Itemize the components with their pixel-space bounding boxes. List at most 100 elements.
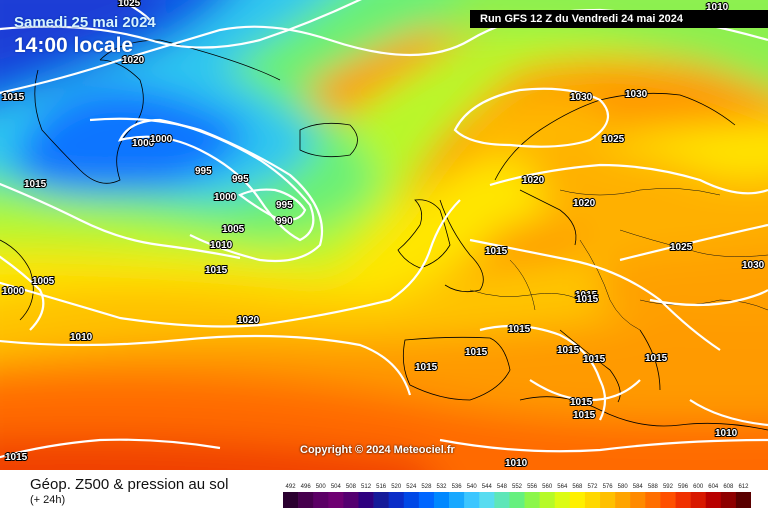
scale-label: 512 xyxy=(361,484,372,490)
isobar-label: 1020 xyxy=(122,55,145,66)
weather-map: 1025 1010 1020 1015 1030 1030 1000 1000 … xyxy=(0,0,768,470)
isobar-label: 1015 xyxy=(24,179,47,190)
scale-swatch xyxy=(283,492,299,508)
scale-swatch xyxy=(298,492,314,508)
scale-swatch xyxy=(479,492,495,508)
scale-swatch xyxy=(690,492,707,508)
scale-label: 600 xyxy=(693,484,704,490)
scale-label: 496 xyxy=(301,484,312,490)
coastlines xyxy=(0,39,768,431)
scale-swatch xyxy=(735,492,751,508)
scale-label: 552 xyxy=(512,484,523,490)
isobar-label: 1025 xyxy=(670,242,693,253)
scale-swatch xyxy=(645,492,661,508)
scale-label: 556 xyxy=(527,484,538,490)
scale-swatch xyxy=(373,492,389,508)
scale-swatch xyxy=(675,492,691,508)
scale-label: 508 xyxy=(346,484,357,490)
scale-label: 544 xyxy=(482,484,493,490)
scale-swatch xyxy=(433,492,450,508)
forecast-range: (+ 24h) xyxy=(30,494,66,506)
isobar-label: 1020 xyxy=(522,175,545,186)
scale-label: 528 xyxy=(421,484,432,490)
isobar-label: 1025 xyxy=(118,0,141,9)
isobar-label: 1015 xyxy=(583,354,606,365)
isobar-label: 1015 xyxy=(645,353,668,364)
scale-label: 596 xyxy=(678,484,689,490)
scale-label: 548 xyxy=(497,484,508,490)
isobar-label: 1000 xyxy=(214,192,237,203)
scale-swatch xyxy=(494,492,510,508)
scale-swatch xyxy=(524,492,540,508)
isobar-label: 1030 xyxy=(570,92,593,103)
forecast-date: Samedi 25 mai 2024 xyxy=(14,14,156,31)
scale-swatch xyxy=(509,492,525,508)
scale-swatch xyxy=(630,492,646,508)
scale-label: 504 xyxy=(331,484,342,490)
copyright-text: Copyright © 2024 Meteociel.fr xyxy=(300,444,455,456)
isobar-label: 1030 xyxy=(742,260,765,271)
scale-swatch xyxy=(584,492,601,508)
scale-label: 580 xyxy=(618,484,629,490)
isobar-label: 1015 xyxy=(573,410,596,421)
isobar-label: 995 xyxy=(195,166,212,177)
scale-swatch xyxy=(705,492,722,508)
legend-footer: Géop. Z500 & pression au sol (+ 24h) 492… xyxy=(0,470,768,512)
isobar-label: 1000 xyxy=(132,138,155,149)
scale-label: 584 xyxy=(633,484,644,490)
isobar-label: 1005 xyxy=(32,276,55,287)
isobar-label: 1020 xyxy=(237,315,260,326)
isobar-label: 1010 xyxy=(210,240,233,251)
scale-swatch xyxy=(720,492,737,508)
borders xyxy=(469,188,768,331)
isobar-label: 1010 xyxy=(715,428,738,439)
scale-label: 612 xyxy=(738,484,749,490)
scale-label: 592 xyxy=(663,484,674,490)
scale-swatch xyxy=(313,492,329,508)
map-title: Géop. Z500 & pression au sol xyxy=(30,476,229,493)
isobar-label: 1005 xyxy=(222,224,245,235)
scale-swatch xyxy=(388,492,405,508)
isobar-label: 1020 xyxy=(573,198,596,209)
scale-label: 536 xyxy=(452,484,463,490)
scale-label: 568 xyxy=(572,484,583,490)
scale-swatch xyxy=(418,492,435,508)
scale-swatch xyxy=(615,492,631,508)
scale-label: 604 xyxy=(708,484,719,490)
scale-swatch xyxy=(660,492,676,508)
scale-label: 608 xyxy=(723,484,734,490)
isobar-label: 1015 xyxy=(2,92,25,103)
scale-swatch xyxy=(539,492,556,508)
isobar-label: 1015 xyxy=(5,452,28,463)
scale-label: 532 xyxy=(437,484,448,490)
scale-label: 500 xyxy=(316,484,327,490)
scale-swatch xyxy=(464,492,480,508)
isobar-labels: 1025 1010 1020 1015 1030 1030 1000 1000 … xyxy=(1,0,766,470)
scale-label: 516 xyxy=(376,484,387,490)
isobar-label: 1030 xyxy=(625,89,648,100)
scale-label: 492 xyxy=(286,484,297,490)
isobar-label: 1015 xyxy=(575,290,598,301)
isobar-label: 1015 xyxy=(415,362,438,373)
model-run-banner: Run GFS 12 Z du Vendredi 24 mai 2024 xyxy=(470,10,768,28)
scale-label: 576 xyxy=(603,484,614,490)
isobar-label: 1015 xyxy=(485,246,508,257)
scale-label: 560 xyxy=(542,484,553,490)
scale-label: 572 xyxy=(587,484,598,490)
isobar-label: 1000 xyxy=(2,286,25,297)
scale-label: 524 xyxy=(406,484,417,490)
isobar-label: 1015 xyxy=(465,347,488,358)
scale-swatch xyxy=(328,492,344,508)
isobar-label: 1015 xyxy=(576,294,599,305)
scale-swatch xyxy=(554,492,571,508)
isobar-label: 990 xyxy=(276,216,293,227)
forecast-time: 14:00 locale xyxy=(14,34,134,57)
scale-label: 540 xyxy=(467,484,478,490)
isobar-label: 1010 xyxy=(70,332,93,343)
isobar-label: 995 xyxy=(276,200,293,211)
isobar-label: 1015 xyxy=(205,265,228,276)
scale-label: 520 xyxy=(391,484,402,490)
isobar-label: 1010 xyxy=(505,458,528,469)
scale-swatch xyxy=(569,492,586,508)
isobar-label: 995 xyxy=(232,174,249,185)
